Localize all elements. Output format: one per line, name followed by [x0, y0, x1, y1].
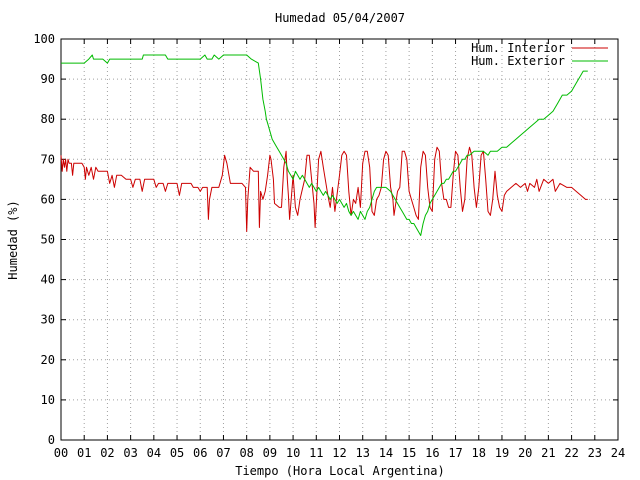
x-tick-label: 05	[170, 446, 184, 460]
x-tick-label: 04	[147, 446, 161, 460]
y-tick-label: 50	[41, 233, 55, 247]
x-tick-label: 07	[216, 446, 230, 460]
y-tick-labels: 0 10 20 30 40 50 60 70 80 90 100	[33, 32, 55, 447]
x-tick-label: 06	[193, 446, 207, 460]
x-tick-label: 03	[123, 446, 137, 460]
axis-ticks	[60, 38, 619, 441]
y-tick-label: 70	[41, 152, 55, 166]
x-tick-label: 19	[495, 446, 509, 460]
legend-label-exterior: Hum. Exterior	[471, 54, 565, 68]
x-tick-labels: 00 01 02 03 04 05 06 07 08 09 10 11 12 13 14 15 16 17 18 19…	[54, 446, 625, 460]
x-tick-label: 08	[239, 446, 253, 460]
chart-title: Humedad 05/04/2007	[275, 11, 405, 25]
x-tick-label: 01	[77, 446, 91, 460]
x-tick-label: 11	[309, 446, 323, 460]
x-tick-label: 15	[402, 446, 416, 460]
x-tick-label: 10	[286, 446, 300, 460]
series-line-hum-interior	[60, 146, 588, 232]
y-tick-label: 90	[41, 72, 55, 86]
y-axis-label: Humedad (%)	[6, 200, 20, 279]
y-tick-label: 20	[41, 353, 55, 367]
x-tick-label: 21	[541, 446, 555, 460]
x-tick-label: 12	[332, 446, 346, 460]
x-tick-label: 18	[472, 446, 486, 460]
x-tick-label: 20	[518, 446, 532, 460]
x-tick-label: 22	[564, 446, 578, 460]
legend: Hum. Interior Hum. Exterior	[471, 41, 608, 68]
y-tick-label: 30	[41, 313, 55, 327]
x-tick-label: 17	[448, 446, 462, 460]
grid-lines	[61, 39, 618, 440]
y-tick-label: 80	[41, 112, 55, 126]
y-tick-label: 100	[33, 32, 55, 46]
x-tick-label: 23	[588, 446, 602, 460]
x-tick-label: 16	[425, 446, 439, 460]
x-tick-label: 24	[611, 446, 625, 460]
series-lines	[60, 54, 588, 236]
x-tick-label: 13	[355, 446, 369, 460]
x-tick-label: 14	[379, 446, 393, 460]
x-tick-label: 00	[54, 446, 68, 460]
x-tick-label: 09	[263, 446, 277, 460]
series-line-hum-exterior	[61, 54, 588, 236]
x-axis-label: Tiempo (Hora Local Argentina)	[235, 464, 445, 478]
y-tick-label: 60	[41, 192, 55, 206]
y-tick-label: 10	[41, 393, 55, 407]
y-tick-label: 40	[41, 273, 55, 287]
x-tick-label: 02	[100, 446, 114, 460]
y-tick-label: 0	[48, 433, 55, 447]
legend-label-interior: Hum. Interior	[471, 41, 565, 55]
